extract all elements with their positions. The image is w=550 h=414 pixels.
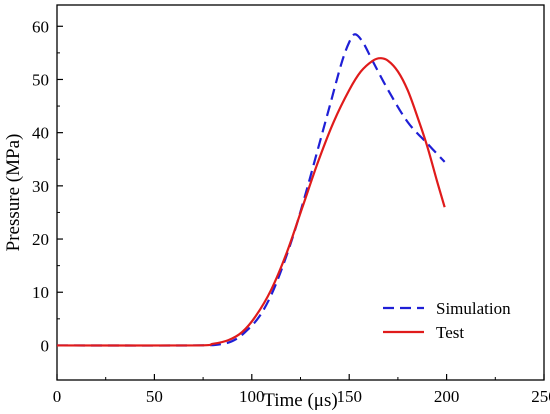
y-tick-label: 40	[32, 124, 49, 143]
x-tick-label: 50	[146, 387, 163, 406]
y-tick-label: 50	[32, 70, 49, 89]
x-tick-label: 0	[53, 387, 62, 406]
legend: Simulation Test	[383, 299, 511, 342]
x-tick-label: 250	[531, 387, 550, 406]
legend-label-test: Test	[436, 323, 464, 342]
x-tick-label: 150	[336, 387, 362, 406]
x-axis-title: Time (μs)	[263, 390, 337, 411]
series-line-test	[56, 57, 446, 347]
y-tick-label: 0	[41, 336, 50, 355]
axes: 0 50 100 150 200 250 0 10 20 30 40 50 60	[32, 4, 550, 406]
y-axis-title: Pressure (MPa)	[3, 134, 24, 252]
legend-label-simulation: Simulation	[436, 299, 511, 318]
plot-frame	[56, 4, 545, 381]
x-tick-label: 200	[434, 387, 460, 406]
series-layer	[56, 33, 446, 347]
y-tick-label: 60	[32, 17, 49, 36]
y-tick-label: 10	[32, 283, 49, 302]
x-tick-label: 100	[239, 387, 265, 406]
series-line-simulation	[56, 33, 446, 347]
y-tick-label: 20	[32, 230, 49, 249]
y-tick-label: 30	[32, 177, 49, 196]
